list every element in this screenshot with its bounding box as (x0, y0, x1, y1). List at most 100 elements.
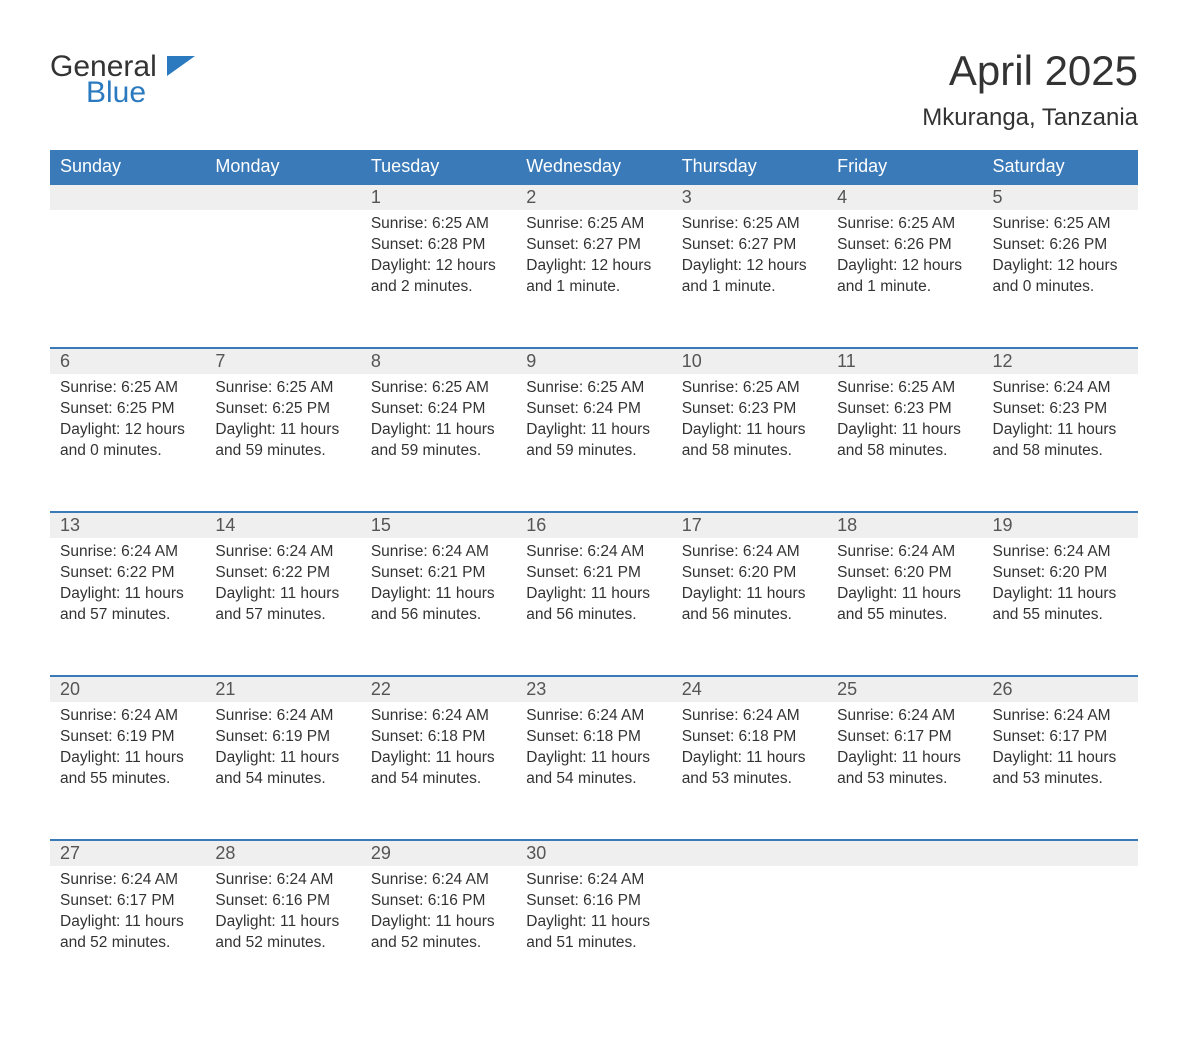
sunrise-line: Sunrise: 6:24 AM (837, 706, 972, 727)
sunrise-line: Sunrise: 6:24 AM (993, 378, 1128, 399)
day-content-cell: Sunrise: 6:24 AMSunset: 6:16 PMDaylight:… (516, 866, 671, 1004)
day-content-cell: Sunrise: 6:25 AMSunset: 6:25 PMDaylight:… (205, 374, 360, 512)
day-number-cell (827, 840, 982, 866)
title-block: April 2025 Mkuranga, Tanzania (922, 50, 1138, 132)
sunset-line: Sunset: 6:16 PM (526, 891, 661, 912)
day-content-cell: Sunrise: 6:25 AMSunset: 6:23 PMDaylight:… (672, 374, 827, 512)
day-number-cell: 11 (827, 348, 982, 374)
daylight-line: Daylight: 12 hours and 0 minutes. (60, 420, 195, 462)
day-header: Saturday (983, 150, 1138, 184)
day-number-cell: 5 (983, 184, 1138, 210)
sunset-line: Sunset: 6:17 PM (837, 727, 972, 748)
day-header: Friday (827, 150, 982, 184)
daylight-line: Daylight: 12 hours and 2 minutes. (371, 256, 506, 298)
day-header-row: Sunday Monday Tuesday Wednesday Thursday… (50, 150, 1138, 184)
sunset-line: Sunset: 6:20 PM (993, 563, 1128, 584)
daylight-line: Daylight: 11 hours and 52 minutes. (371, 912, 506, 954)
sunrise-line: Sunrise: 6:25 AM (371, 214, 506, 235)
sunrise-line: Sunrise: 6:24 AM (215, 542, 350, 563)
day-number-cell: 23 (516, 676, 671, 702)
day-number-cell: 19 (983, 512, 1138, 538)
daylight-line: Daylight: 11 hours and 54 minutes. (215, 748, 350, 790)
day-number: 30 (526, 843, 546, 863)
day-number: 8 (371, 351, 381, 371)
sunrise-line: Sunrise: 6:25 AM (526, 378, 661, 399)
week-content-row: Sunrise: 6:24 AMSunset: 6:22 PMDaylight:… (50, 538, 1138, 676)
week-content-row: Sunrise: 6:24 AMSunset: 6:17 PMDaylight:… (50, 866, 1138, 1004)
brand-flag-icon (167, 56, 195, 76)
day-content-cell: Sunrise: 6:24 AMSunset: 6:17 PMDaylight:… (827, 702, 982, 840)
sunrise-line: Sunrise: 6:25 AM (215, 378, 350, 399)
day-content-cell (50, 210, 205, 348)
sunrise-line: Sunrise: 6:25 AM (371, 378, 506, 399)
day-number: 17 (682, 515, 702, 535)
sunrise-line: Sunrise: 6:25 AM (837, 214, 972, 235)
day-number-cell: 9 (516, 348, 671, 374)
day-number-cell: 4 (827, 184, 982, 210)
week-content-row: Sunrise: 6:25 AMSunset: 6:28 PMDaylight:… (50, 210, 1138, 348)
calendar-table: Sunday Monday Tuesday Wednesday Thursday… (50, 150, 1138, 1004)
day-number-cell: 27 (50, 840, 205, 866)
daylight-line: Daylight: 12 hours and 0 minutes. (993, 256, 1128, 298)
brand-text: General Blue (50, 50, 195, 108)
day-content-cell: Sunrise: 6:24 AMSunset: 6:17 PMDaylight:… (983, 702, 1138, 840)
daylight-line: Daylight: 11 hours and 58 minutes. (837, 420, 972, 462)
day-number-cell: 26 (983, 676, 1138, 702)
sunset-line: Sunset: 6:17 PM (60, 891, 195, 912)
sunrise-line: Sunrise: 6:24 AM (682, 542, 817, 563)
day-number: 1 (371, 187, 381, 207)
day-content-cell: Sunrise: 6:25 AMSunset: 6:25 PMDaylight:… (50, 374, 205, 512)
daylight-line: Daylight: 11 hours and 53 minutes. (993, 748, 1128, 790)
day-number-cell: 10 (672, 348, 827, 374)
day-number-cell: 8 (361, 348, 516, 374)
week-daynum-row: 6789101112 (50, 348, 1138, 374)
day-number-cell: 13 (50, 512, 205, 538)
sunset-line: Sunset: 6:20 PM (682, 563, 817, 584)
day-content-cell: Sunrise: 6:24 AMSunset: 6:17 PMDaylight:… (50, 866, 205, 1004)
daylight-line: Daylight: 12 hours and 1 minute. (837, 256, 972, 298)
daylight-line: Daylight: 11 hours and 57 minutes. (215, 584, 350, 626)
sunset-line: Sunset: 6:24 PM (371, 399, 506, 420)
day-content-cell: Sunrise: 6:24 AMSunset: 6:16 PMDaylight:… (205, 866, 360, 1004)
day-number: 19 (993, 515, 1013, 535)
day-content-cell: Sunrise: 6:24 AMSunset: 6:22 PMDaylight:… (50, 538, 205, 676)
brand-part2: Blue (86, 78, 195, 108)
day-number: 16 (526, 515, 546, 535)
sunset-line: Sunset: 6:27 PM (682, 235, 817, 256)
day-number-cell: 16 (516, 512, 671, 538)
day-number: 26 (993, 679, 1013, 699)
daylight-line: Daylight: 12 hours and 1 minute. (526, 256, 661, 298)
daylight-line: Daylight: 11 hours and 58 minutes. (993, 420, 1128, 462)
sunset-line: Sunset: 6:18 PM (371, 727, 506, 748)
sunset-line: Sunset: 6:18 PM (526, 727, 661, 748)
sunrise-line: Sunrise: 6:24 AM (993, 706, 1128, 727)
day-header: Wednesday (516, 150, 671, 184)
sunrise-line: Sunrise: 6:24 AM (526, 706, 661, 727)
sunset-line: Sunset: 6:19 PM (60, 727, 195, 748)
day-number-cell: 18 (827, 512, 982, 538)
sunrise-line: Sunrise: 6:24 AM (526, 542, 661, 563)
day-number: 15 (371, 515, 391, 535)
sunset-line: Sunset: 6:18 PM (682, 727, 817, 748)
day-number: 28 (215, 843, 235, 863)
day-content-cell (983, 866, 1138, 1004)
day-number-cell: 7 (205, 348, 360, 374)
sunrise-line: Sunrise: 6:24 AM (371, 542, 506, 563)
daylight-line: Daylight: 11 hours and 59 minutes. (215, 420, 350, 462)
day-number: 27 (60, 843, 80, 863)
day-content-cell: Sunrise: 6:25 AMSunset: 6:23 PMDaylight:… (827, 374, 982, 512)
day-content-cell: Sunrise: 6:24 AMSunset: 6:23 PMDaylight:… (983, 374, 1138, 512)
day-number-cell: 20 (50, 676, 205, 702)
day-number-cell: 14 (205, 512, 360, 538)
day-number-cell: 21 (205, 676, 360, 702)
day-number-cell: 15 (361, 512, 516, 538)
week-daynum-row: 1314 15 16 17 18 19 (50, 512, 1138, 538)
day-number-cell (50, 184, 205, 210)
month-title: April 2025 (922, 50, 1138, 92)
day-header: Sunday (50, 150, 205, 184)
daylight-line: Daylight: 11 hours and 55 minutes. (837, 584, 972, 626)
sunrise-line: Sunrise: 6:24 AM (993, 542, 1128, 563)
day-content-cell (205, 210, 360, 348)
day-content-cell: Sunrise: 6:24 AMSunset: 6:19 PMDaylight:… (205, 702, 360, 840)
day-number-cell (672, 840, 827, 866)
